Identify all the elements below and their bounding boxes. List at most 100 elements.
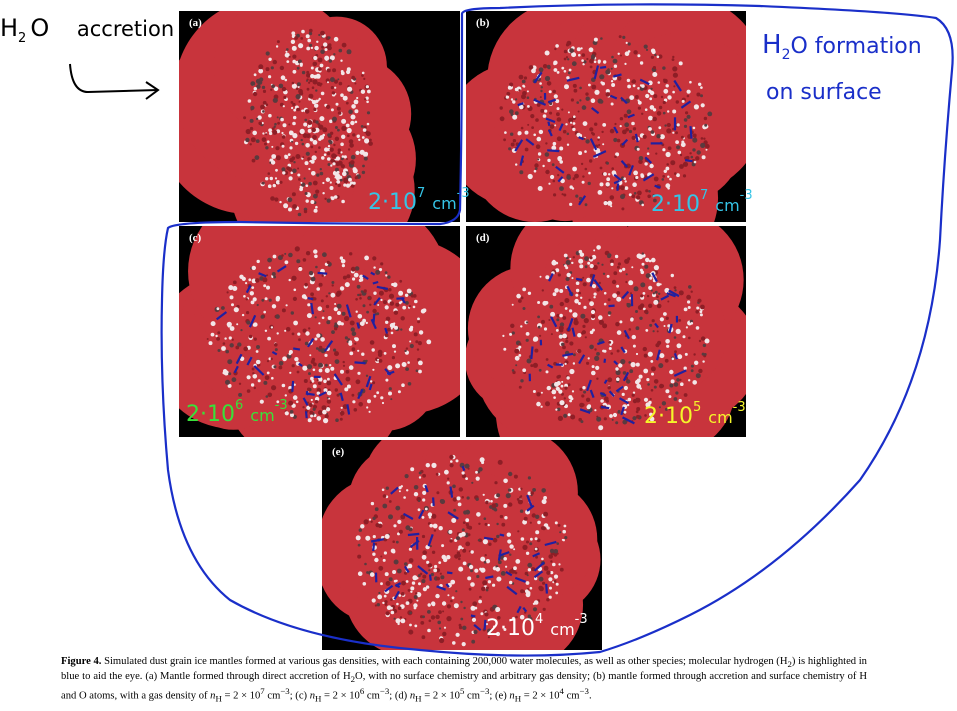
grain-speckle	[554, 47, 557, 51]
grain-speckle	[304, 192, 308, 195]
grain-speckle	[632, 182, 637, 187]
grain-speckle	[303, 209, 308, 214]
grain-speckle	[380, 298, 383, 302]
grain-speckle	[692, 380, 697, 385]
grain-speckle	[274, 197, 279, 202]
grain-speckle	[306, 73, 311, 78]
grain-speckle	[467, 533, 471, 537]
grain-speckle	[554, 521, 558, 525]
grain-speckle	[365, 131, 371, 137]
grain-speckle	[675, 131, 678, 135]
grain-speckle	[555, 329, 559, 332]
grain-speckle	[281, 144, 285, 148]
grain-speckle	[210, 332, 215, 337]
grain-speckle	[428, 619, 432, 623]
grain-speckle	[615, 367, 619, 371]
grain-speckle	[564, 264, 567, 268]
h2-streak	[305, 392, 315, 396]
grain-speckle	[532, 390, 536, 393]
grain-speckle	[561, 538, 564, 541]
grain-speckle	[444, 469, 449, 475]
grain-speckle	[320, 299, 324, 303]
grain-speckle	[470, 582, 475, 587]
grain-speckle	[448, 529, 453, 534]
grain-speckle	[397, 606, 402, 610]
grain-speckle	[574, 298, 579, 304]
grain-speckle	[609, 414, 613, 418]
grain-speckle	[408, 547, 412, 551]
grain-speckle	[333, 36, 339, 42]
grain-speckle	[354, 82, 357, 85]
grain-speckle	[308, 403, 313, 407]
grain-speckle	[642, 134, 647, 139]
density-d-unit-exp: -3	[732, 400, 746, 415]
grain-speckle	[507, 539, 512, 544]
grain-speckle	[680, 135, 684, 139]
grain-speckle	[583, 137, 586, 140]
grain-speckle	[292, 204, 297, 209]
grain-speckle	[310, 145, 314, 149]
grain-speckle	[476, 512, 481, 517]
caption-end: .	[588, 690, 592, 702]
grain-speckle	[341, 155, 345, 158]
grain-speckle	[365, 535, 371, 541]
grain-speckle	[455, 459, 459, 463]
grain-speckle	[351, 347, 356, 352]
grain-speckle	[324, 353, 328, 357]
grain-speckle	[439, 572, 442, 575]
grain-speckle	[315, 193, 318, 196]
h2-streak	[407, 532, 420, 537]
grain-speckle	[571, 61, 577, 67]
grain-speckle	[226, 321, 232, 327]
grain-speckle	[435, 593, 440, 599]
grain-speckle	[346, 49, 352, 55]
grain-speckle	[315, 265, 318, 269]
grain-speckle	[572, 122, 576, 125]
grain-speckle	[282, 123, 287, 128]
grain-speckle	[330, 108, 334, 112]
grain-speckle	[456, 496, 461, 501]
grain-speckle	[299, 64, 303, 67]
grain-speckle	[582, 386, 586, 390]
grain-speckle	[613, 271, 618, 276]
grain-speckle	[310, 398, 313, 402]
grain-speckle	[291, 83, 297, 89]
grain-speckle	[360, 290, 364, 293]
grain-speckle	[520, 296, 524, 300]
grain-speckle	[312, 384, 317, 389]
grain-speckle	[265, 67, 270, 72]
grain-speckle	[306, 364, 313, 370]
grain-speckle	[496, 493, 501, 498]
grain-speckle	[597, 190, 603, 195]
grain-speckle	[316, 416, 322, 421]
grain-speckle	[406, 288, 412, 294]
grain-speckle	[529, 586, 533, 590]
grain-speckle	[265, 133, 268, 136]
grain-speckle	[509, 580, 513, 585]
grain-speckle	[249, 291, 254, 296]
grain-speckle	[327, 377, 330, 381]
grain-speckle	[339, 178, 343, 182]
grain-speckle	[342, 360, 345, 364]
grain-speckle	[335, 156, 341, 161]
grain-speckle	[675, 100, 679, 104]
grain-speckle	[262, 110, 265, 113]
grain-speckle	[305, 199, 309, 203]
grain-speckle	[519, 509, 524, 513]
grain-speckle	[255, 350, 259, 353]
grain-speckle	[526, 540, 529, 544]
grain-speckle	[658, 105, 663, 110]
grain-speckle	[282, 356, 287, 362]
grain-speckle	[542, 114, 547, 118]
grain-speckle	[673, 85, 676, 88]
grain-speckle	[246, 375, 251, 380]
grain-speckle	[700, 103, 705, 108]
grain-speckle	[670, 379, 675, 384]
grain-speckle	[589, 65, 593, 69]
grain-speckle	[580, 420, 584, 424]
grain-speckle	[594, 355, 600, 361]
grain-speckle	[329, 147, 334, 152]
grain-speckle	[337, 111, 342, 115]
grain-speckle	[538, 368, 542, 372]
grain-speckle	[382, 494, 387, 498]
